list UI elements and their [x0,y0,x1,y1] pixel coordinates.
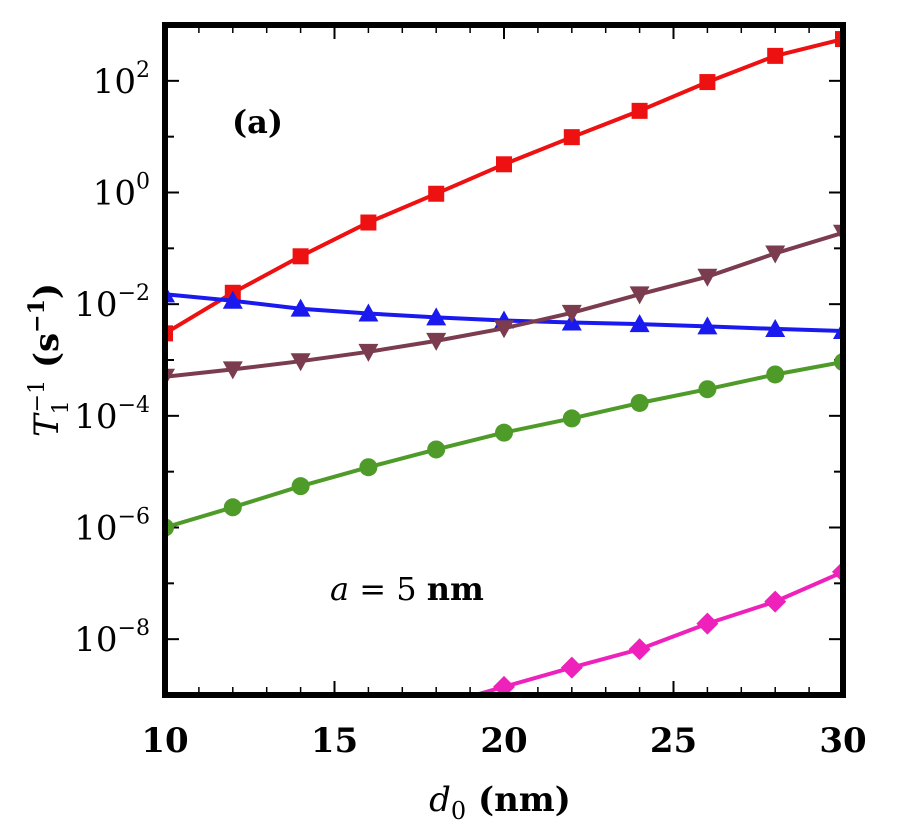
data-point-diamond [696,612,719,635]
plot-frame [162,22,846,698]
data-point-triangle-up [222,290,243,309]
data-point-diamond [764,590,787,613]
data-point-triangle-down [765,245,786,264]
y-tick-label-exp: −4 [118,393,150,418]
data-point-triangle-up [765,318,786,337]
data-point-diamond [560,656,583,679]
data-point-circle [495,423,513,442]
y-tick-label-base: 10 [74,620,117,660]
y-tick-label: 102 [93,58,150,102]
data-point-square [292,248,309,265]
x-tick-label: 25 [650,721,697,761]
y-tick-label-exp: 0 [136,170,150,195]
data-point-circle [766,365,785,384]
data-point-triangle-up [697,316,718,335]
y-tick-label-base: 10 [74,509,117,549]
series-square [165,31,843,342]
y-tick-label-exp: −2 [118,281,150,306]
y-tick-label-exp: −8 [118,616,150,641]
data-point-circle [291,477,310,496]
annotation-text: a = 5 nm [330,570,484,608]
x-axis-label: d0 (nm) [429,780,571,825]
data-point-triangle-down [697,268,718,287]
data-point-circle [223,498,242,517]
data-point-triangle-down [494,320,514,339]
x-axis-label-rest: (nm) [466,780,571,820]
x-tick-label: 30 [819,721,866,761]
y-tick-label-base: 10 [93,62,136,102]
y-axis-label-rest: (s [27,333,67,380]
y-tick-label: 100 [93,170,150,214]
data-point-diamond [493,675,515,695]
data-point-triangle-down [561,304,582,323]
y-tick-label-exp: −6 [118,505,150,530]
annotation-math: a [330,570,349,608]
data-point-triangle-down [426,332,447,351]
panel-label: (a) [232,103,283,141]
data-point-triangle-up [426,307,447,326]
x-axis-label-sub: 0 [451,797,466,825]
y-tick-label-base: 10 [93,174,136,214]
data-point-circle [698,380,717,399]
x-tick-labels: 10 15 20 25 30 [141,721,866,761]
y-tick-label-base: 10 [74,397,117,437]
data-point-square [835,31,843,48]
y-tick-label: 10−4 [74,393,150,437]
y-tick-label-exp: 2 [136,58,150,83]
x-axis-label-math: d [429,780,451,820]
y-tick-label: 10−2 [74,281,150,325]
data-point-triangle-up [290,298,311,317]
data-point-square [563,129,580,146]
data-point-triangle-down [629,286,650,305]
x-tick-label: 15 [311,721,358,761]
data-point-triangle-down [222,361,243,380]
series-layer [165,31,843,695]
y-axis-label-sub: 1 [49,400,74,414]
y-axis-label: T1−1 (s−1) [24,283,74,437]
data-point-square [165,325,173,342]
annotation-unit: nm [427,570,484,608]
data-point-square [631,102,648,119]
series-diamond [469,560,843,695]
data-point-circle [562,409,581,428]
data-point-square [767,47,784,64]
x-tick-label: 10 [141,721,188,761]
x-tick-label: 20 [480,721,527,761]
series-line [165,37,843,336]
y-axis-label-sup: −1 [25,380,50,412]
data-point-triangle-down [290,353,311,372]
data-point-circle [630,393,649,412]
data-point-triangle-down [358,343,379,362]
series-line [165,360,843,530]
data-point-square [699,74,716,91]
y-tick-label: 10−8 [74,616,150,660]
data-point-square [496,156,512,173]
annotation-eq: = 5 [349,570,427,608]
data-point-triangle-up [358,303,379,322]
data-point-triangle-up [629,314,650,333]
series-circle [165,353,843,537]
data-point-diamond [628,638,651,661]
data-point-circle [427,440,446,459]
data-point-square [428,185,445,202]
series-line [469,570,843,695]
y-axis-label-math: T [27,412,67,437]
y-tick-label: 10−6 [74,505,150,549]
y-axis-label-close: ) [27,283,67,299]
y-axis-label-rest-sup: −1 [24,299,50,333]
y-tick-label-base: 10 [74,285,117,325]
data-point-square [360,214,377,231]
data-point-circle [359,458,378,477]
